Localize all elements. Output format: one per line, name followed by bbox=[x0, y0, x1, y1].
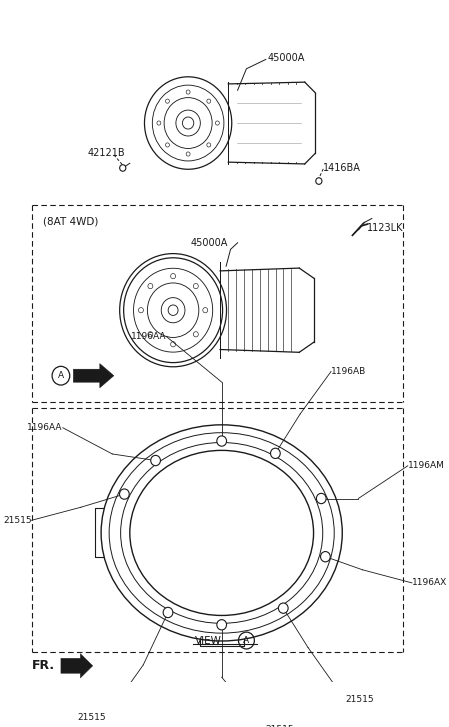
Polygon shape bbox=[73, 364, 114, 388]
Text: A: A bbox=[243, 636, 250, 645]
Text: 1123LK: 1123LK bbox=[367, 223, 404, 233]
Ellipse shape bbox=[317, 494, 326, 504]
Text: 21515: 21515 bbox=[345, 696, 374, 704]
Text: 1196AX: 1196AX bbox=[412, 579, 447, 587]
Ellipse shape bbox=[163, 607, 173, 618]
Text: 42121B: 42121B bbox=[88, 148, 125, 158]
Ellipse shape bbox=[316, 178, 322, 185]
Text: VIEW: VIEW bbox=[195, 635, 222, 646]
Text: (8AT 4WD): (8AT 4WD) bbox=[43, 217, 99, 226]
Text: A: A bbox=[58, 371, 64, 380]
Ellipse shape bbox=[217, 619, 227, 630]
Text: 21515: 21515 bbox=[3, 515, 31, 525]
Ellipse shape bbox=[151, 455, 160, 466]
Text: 21515: 21515 bbox=[265, 725, 294, 727]
Text: 1196AA: 1196AA bbox=[131, 332, 166, 341]
Ellipse shape bbox=[120, 165, 126, 172]
Text: 21515: 21515 bbox=[78, 712, 106, 722]
Text: 1196AA: 1196AA bbox=[27, 423, 63, 433]
Ellipse shape bbox=[278, 603, 288, 614]
Ellipse shape bbox=[217, 436, 227, 446]
Text: 45000A: 45000A bbox=[268, 54, 305, 63]
Text: 1416BA: 1416BA bbox=[323, 163, 361, 173]
Ellipse shape bbox=[321, 552, 330, 562]
Text: 1196AM: 1196AM bbox=[408, 461, 445, 470]
Text: 45000A: 45000A bbox=[191, 238, 228, 248]
Polygon shape bbox=[61, 654, 92, 678]
Ellipse shape bbox=[270, 449, 280, 459]
Text: 1196AB: 1196AB bbox=[331, 367, 366, 376]
Ellipse shape bbox=[119, 489, 129, 499]
Text: FR.: FR. bbox=[32, 659, 55, 672]
